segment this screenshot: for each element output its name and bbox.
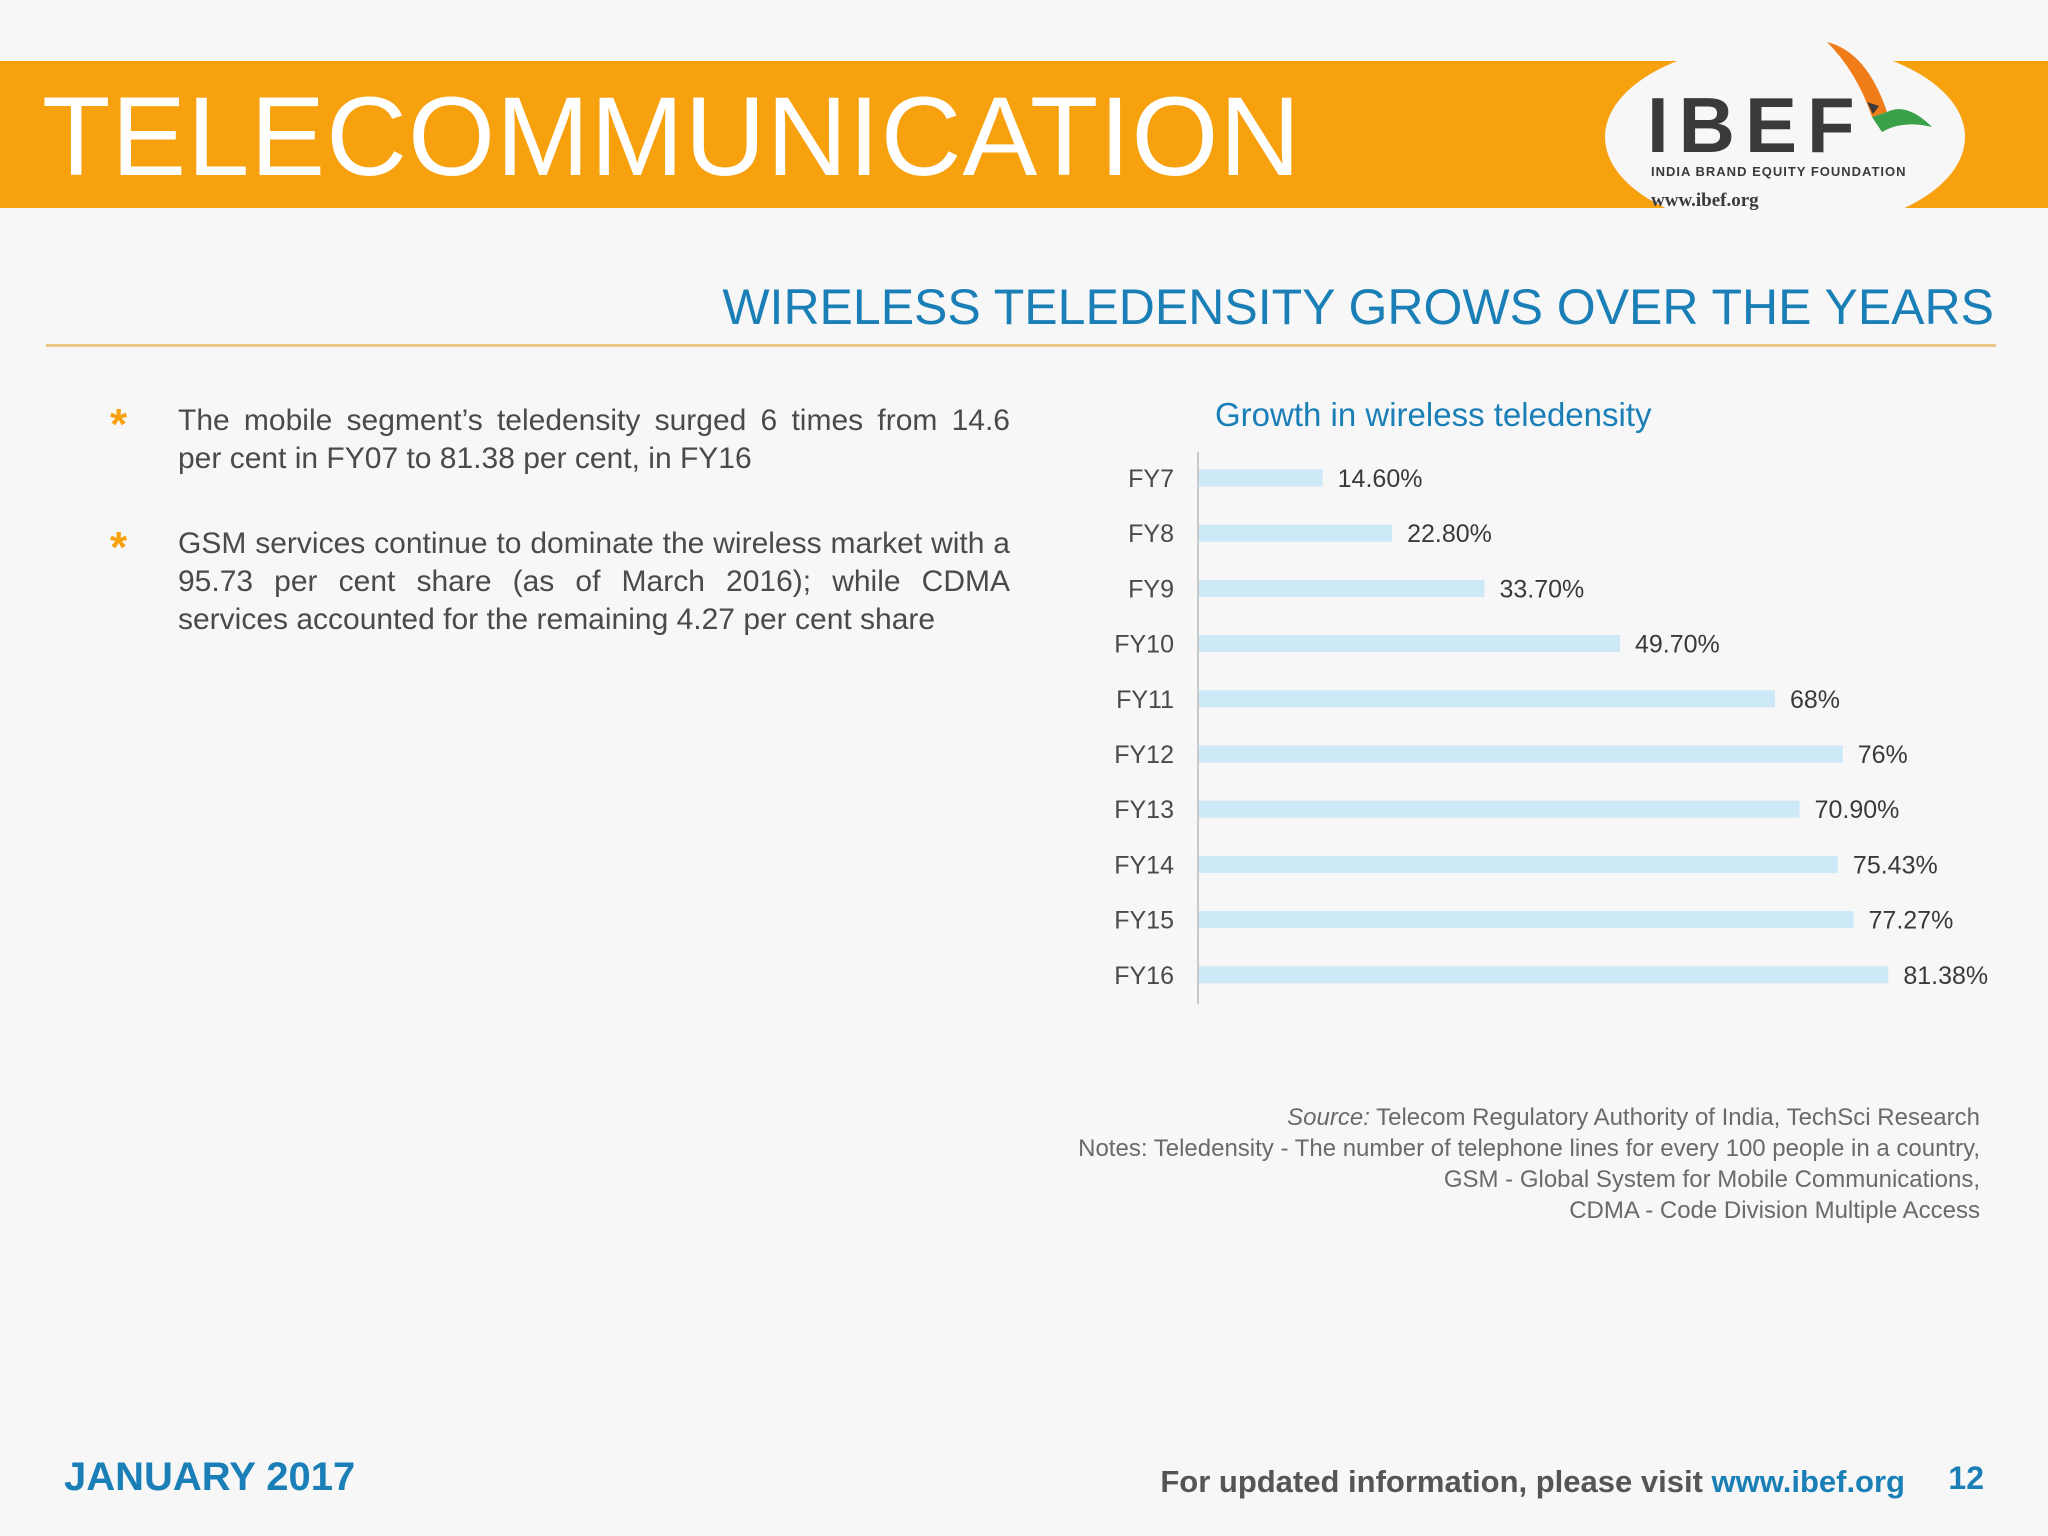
chart-title: Growth in wireless teledensity bbox=[1215, 396, 1652, 433]
footer-info-text: For updated information, please visit bbox=[1160, 1464, 1703, 1499]
data-label: 70.90% bbox=[1815, 796, 1900, 824]
section-title: WIRELESS TELEDENSITY GROWS OVER THE YEAR… bbox=[722, 279, 1994, 335]
bar bbox=[1199, 579, 1485, 597]
data-label: 81.38% bbox=[1903, 962, 1988, 990]
category-label: FY13 bbox=[1114, 796, 1174, 824]
category-label: FY11 bbox=[1116, 686, 1174, 714]
category-label: FY12 bbox=[1114, 741, 1174, 769]
source-label: Source: bbox=[1287, 1104, 1370, 1131]
source-note: Source: Telecom Regulatory Authority of … bbox=[880, 1102, 1980, 1226]
footer-date: JANUARY 2017 bbox=[64, 1455, 356, 1499]
category-label: FY8 bbox=[1128, 520, 1174, 548]
bullet-text: GSM services continue to dominate the wi… bbox=[178, 527, 1010, 636]
note-line: Notes: Teledensity - The number of telep… bbox=[1078, 1135, 1980, 1162]
note-line: GSM - Global System for Mobile Communica… bbox=[1443, 1166, 1980, 1193]
data-label: 75.43% bbox=[1853, 851, 1938, 879]
bar bbox=[1199, 966, 1889, 984]
logo-background bbox=[1605, 42, 1965, 232]
data-label: 14.60% bbox=[1338, 465, 1423, 493]
bar bbox=[1199, 800, 1800, 818]
category-label: FY9 bbox=[1128, 575, 1174, 603]
category-label: FY16 bbox=[1114, 962, 1174, 990]
data-label: 77.27% bbox=[1869, 907, 1954, 935]
bar-chart: FY7 14.60% FY8 22.80% FY9 33.70% FY10 49.70% FY1… bbox=[1114, 452, 1988, 1004]
bird-icon bbox=[1827, 42, 1932, 132]
page-number: 12 bbox=[1948, 1460, 1984, 1496]
logo-wordmark: IBEF bbox=[1647, 81, 1865, 169]
bar bbox=[1199, 635, 1620, 653]
footer-info: For updated information, please visit ww… bbox=[1160, 1464, 1905, 1500]
data-label: 76% bbox=[1858, 741, 1908, 769]
divider bbox=[46, 344, 1996, 347]
data-label: 22.80% bbox=[1407, 520, 1492, 548]
footer-link[interactable]: www.ibef.org bbox=[1711, 1464, 1905, 1499]
source-text: Telecom Regulatory Authority of India, T… bbox=[1376, 1104, 1980, 1131]
asterisk-icon: * bbox=[110, 400, 128, 449]
category-label: FY7 bbox=[1128, 465, 1174, 493]
bar bbox=[1199, 524, 1393, 542]
category-label: FY10 bbox=[1114, 631, 1174, 659]
bar bbox=[1199, 690, 1775, 708]
bar bbox=[1199, 855, 1838, 873]
source-line: Source: Telecom Regulatory Authority of … bbox=[880, 1102, 1980, 1133]
bar bbox=[1199, 469, 1323, 487]
data-label: 33.70% bbox=[1499, 575, 1584, 603]
data-label: 49.70% bbox=[1635, 631, 1720, 659]
category-label: FY15 bbox=[1114, 907, 1174, 935]
logo-tagline: INDIA BRAND EQUITY FOUNDATION bbox=[1651, 164, 1907, 179]
ibef-logo[interactable]: IBEF INDIA BRAND EQUITY FOUNDATION www.i… bbox=[1605, 42, 1965, 232]
bullet-text: The mobile segment’s teledensity surged … bbox=[178, 404, 1010, 475]
bar bbox=[1199, 911, 1854, 929]
asterisk-icon: * bbox=[110, 523, 128, 572]
page-title: TELECOMMUNICATION bbox=[42, 74, 1302, 199]
bar bbox=[1199, 745, 1843, 763]
logo-url: www.ibef.org bbox=[1651, 190, 1759, 211]
category-label: FY14 bbox=[1114, 851, 1174, 879]
note-line: CDMA - Code Division Multiple Access bbox=[1569, 1197, 1980, 1224]
data-label: 68% bbox=[1790, 686, 1840, 714]
